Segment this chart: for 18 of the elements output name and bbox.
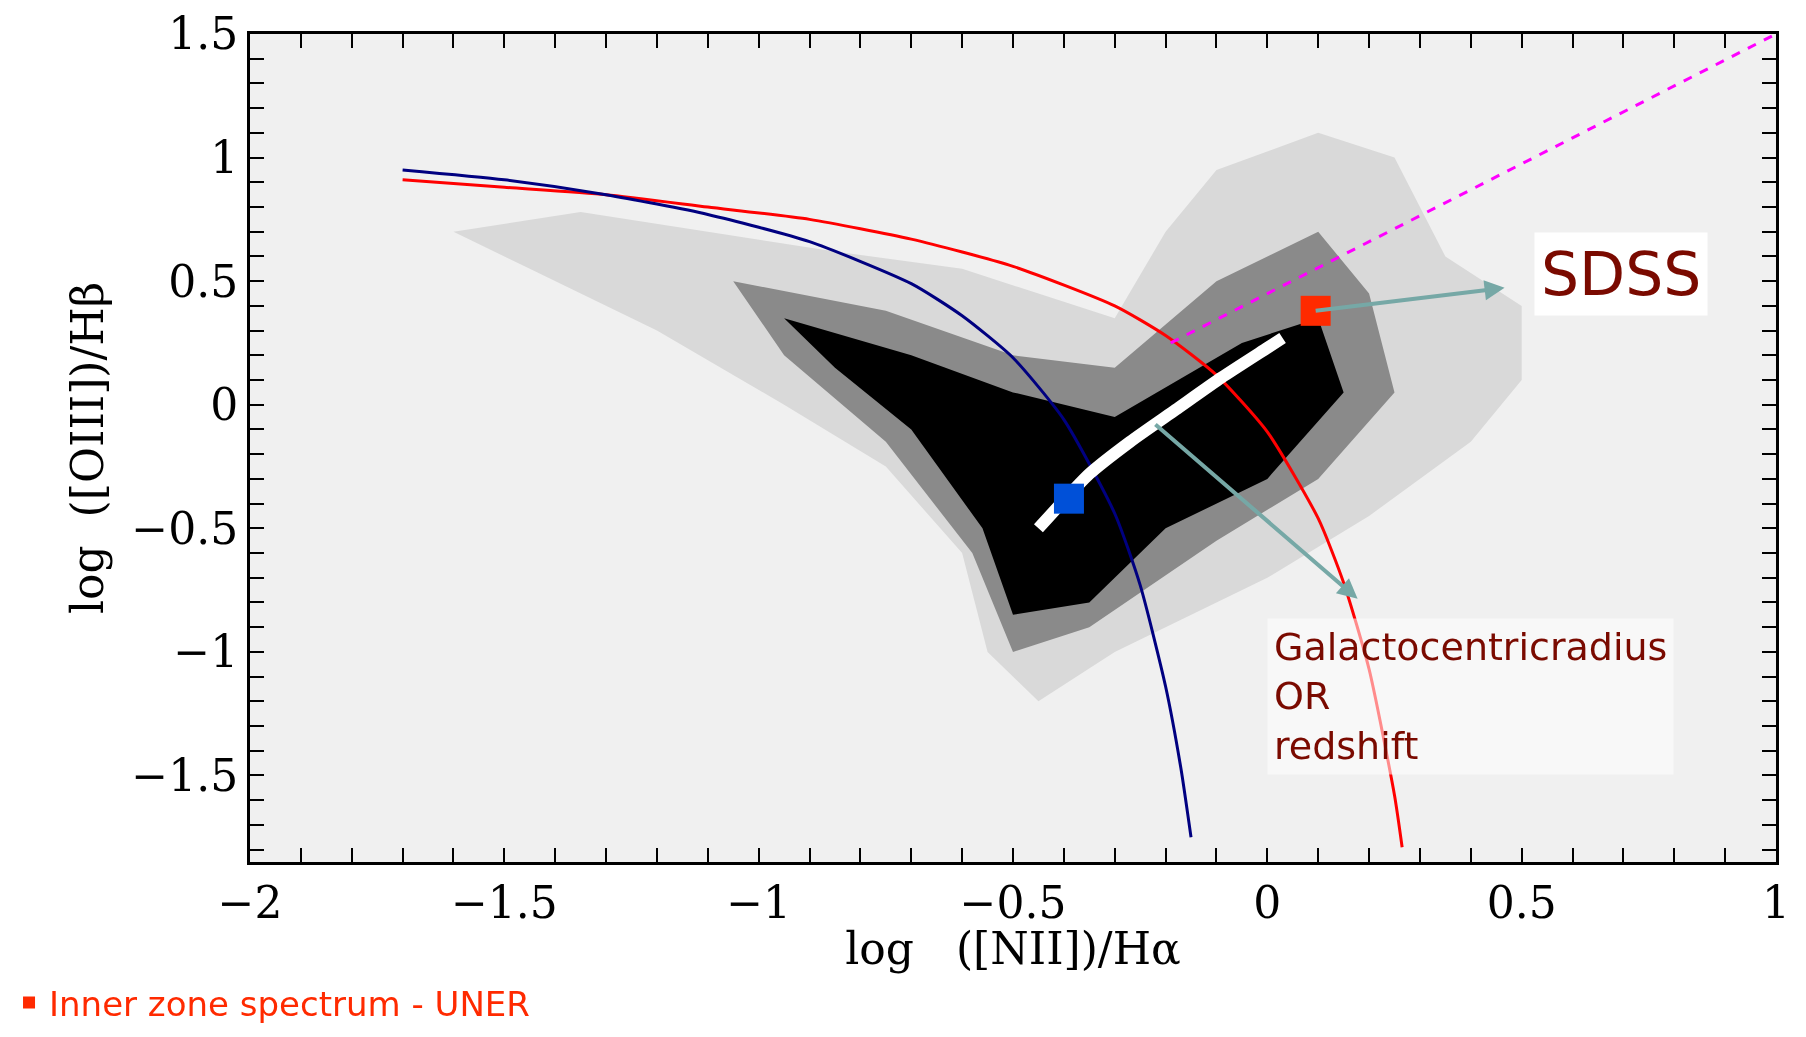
y-tick-label: 0: [210, 379, 239, 431]
x-tick-label: −1: [726, 876, 792, 928]
x-tick-label: 1: [1762, 876, 1790, 928]
annotation: SDSS: [1541, 239, 1702, 309]
y-tick-label: −1: [173, 626, 239, 678]
y-tick-label: 0.5: [168, 255, 239, 307]
x-tick-label: −2: [217, 876, 283, 928]
y-tick-label: −1.5: [131, 749, 239, 801]
y-tick-label: 1: [210, 131, 239, 183]
line-series: [401, 168, 1193, 839]
y-tick-label: −0.5: [131, 502, 239, 554]
annotation: Galactocentricradius OR redshift: [1274, 625, 1668, 768]
y-tick-label: 1.5: [168, 8, 239, 60]
legend-label: Inner zone spectrum - UNER: [49, 983, 530, 1024]
x-tick-label: 0.5: [1486, 876, 1557, 928]
x-tick-label: 0: [1253, 876, 1282, 928]
x-tick-label: −1.5: [450, 876, 558, 928]
y-axis-title: log ([OIII])/Hβ: [62, 281, 114, 615]
